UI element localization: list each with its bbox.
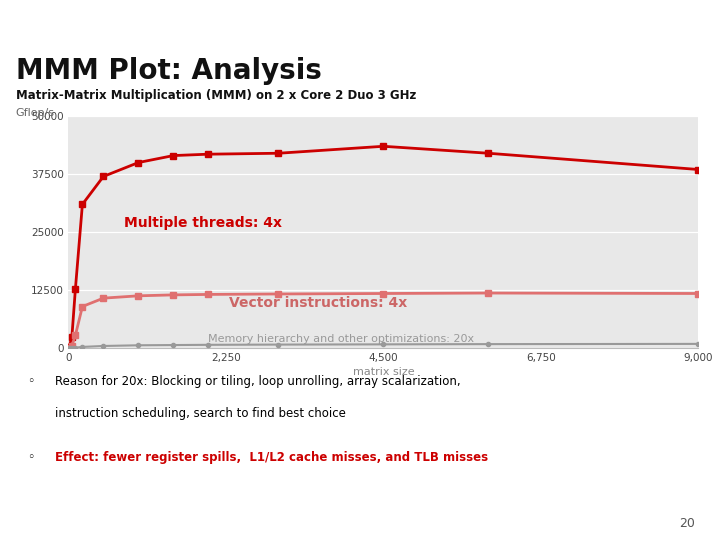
Text: Memory hierarchy and other optimizations: 20x: Memory hierarchy and other optimizations…	[208, 334, 474, 343]
X-axis label: matrix size: matrix size	[353, 367, 414, 377]
Text: MMM Plot: Analysis: MMM Plot: Analysis	[16, 57, 322, 85]
Text: Effect: fewer register spills,  L1/L2 cache misses, and TLB misses: Effect: fewer register spills, L1/L2 cac…	[55, 451, 488, 464]
Text: Reason for 20x: Blocking or tiling, loop unrolling, array scalarization,: Reason for 20x: Blocking or tiling, loop…	[55, 375, 460, 388]
Text: instruction scheduling, search to find best choice: instruction scheduling, search to find b…	[55, 407, 346, 420]
Text: Carnegie Mellon: Carnegie Mellon	[625, 5, 709, 15]
Text: Multiple threads: 4x: Multiple threads: 4x	[125, 216, 282, 230]
Text: ◦: ◦	[27, 451, 35, 464]
Text: Gflop/s: Gflop/s	[16, 108, 55, 118]
Text: Vector instructions: 4x: Vector instructions: 4x	[230, 296, 408, 310]
Text: ◦: ◦	[27, 375, 35, 388]
Text: 20: 20	[679, 517, 695, 530]
Text: Matrix-Matrix Multiplication (MMM) on 2 x Core 2 Duo 3 GHz: Matrix-Matrix Multiplication (MMM) on 2 …	[16, 89, 416, 102]
